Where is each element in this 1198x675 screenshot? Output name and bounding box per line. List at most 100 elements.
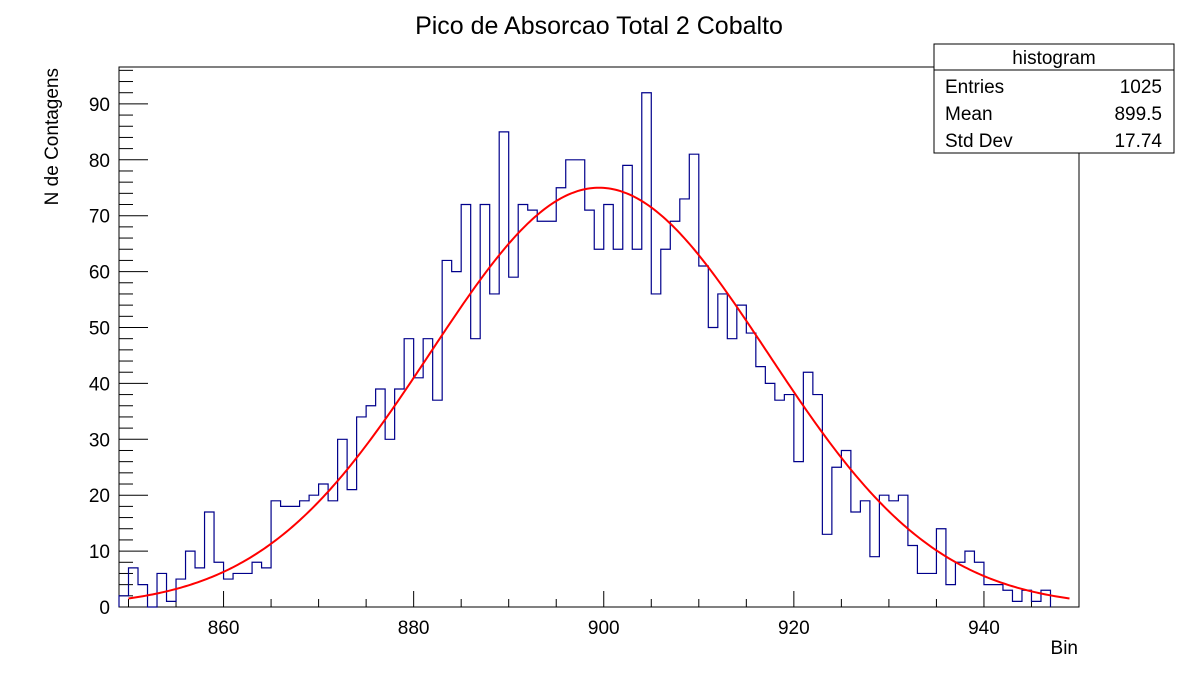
y-axis-label: N de Contagens — [42, 68, 63, 205]
histogram-bin — [338, 439, 348, 607]
histogram-bin — [176, 579, 186, 607]
histogram-bin — [1012, 601, 1022, 607]
histogram-series — [118, 92, 1052, 608]
y-tick-label: 90 — [89, 95, 110, 116]
y-tick-label: 50 — [89, 318, 110, 339]
histogram-bin — [414, 378, 424, 607]
histogram-bin — [661, 249, 671, 607]
histogram-bin — [262, 568, 272, 607]
stats-value: 1025 — [1120, 77, 1162, 98]
plot-frame — [118, 66, 1080, 608]
plot-area-border — [118, 66, 1080, 608]
histogram-bin — [984, 585, 994, 607]
histogram-bin — [214, 562, 224, 607]
histogram-bin — [528, 210, 538, 607]
histogram-bin — [385, 439, 395, 607]
histogram-bin — [594, 249, 604, 607]
histogram-bin — [765, 383, 775, 607]
histogram-bin — [281, 506, 291, 607]
histogram-bin — [832, 467, 842, 607]
histogram-bin — [480, 205, 490, 607]
gaussian-fit-series — [128, 186, 1070, 600]
histogram-bin — [955, 562, 965, 607]
x-tick-label: 860 — [208, 618, 240, 639]
histogram-bin — [490, 294, 500, 607]
x-tick-label: 920 — [778, 618, 810, 639]
histogram-bin — [423, 339, 433, 607]
histogram-bin — [195, 568, 205, 607]
stats-box-frame — [933, 43, 1175, 154]
y-tick-label: 80 — [89, 151, 110, 172]
histogram-bin — [433, 400, 443, 607]
histogram-bin — [205, 512, 215, 607]
stats-label: Entries — [945, 77, 1004, 98]
histogram-bin — [860, 501, 870, 607]
histogram-bin — [718, 294, 728, 607]
histogram-bin — [566, 160, 576, 607]
stats-box: histogram Entries 1025 Mean 899.5 Std Dev 17.7… — [933, 43, 1175, 154]
histogram-bin — [927, 573, 937, 607]
y-tick-label: 20 — [89, 486, 110, 507]
histogram-bin — [547, 221, 557, 607]
histogram-bin — [186, 551, 196, 607]
histogram-bin — [632, 249, 642, 607]
histogram-bin — [1003, 590, 1013, 607]
histogram-bin — [670, 221, 680, 607]
histogram-outline — [118, 92, 1052, 608]
histogram-bin — [1031, 601, 1041, 607]
stats-label: Std Dev — [945, 131, 1013, 152]
histogram-bin — [556, 188, 566, 607]
stats-box-title: histogram — [1012, 48, 1095, 69]
y-tick-label: 10 — [89, 542, 110, 563]
histogram-bin — [946, 585, 956, 607]
histogram-bin — [328, 501, 338, 607]
histogram-bin — [851, 512, 861, 607]
histogram-bin — [680, 199, 690, 607]
stats-value: 17.74 — [1114, 131, 1162, 152]
histogram-bin — [518, 205, 528, 607]
histogram-bin — [537, 221, 547, 607]
histogram-bin — [233, 573, 243, 607]
histogram-bin — [442, 260, 452, 607]
histogram-bin — [756, 367, 766, 607]
histogram-bin — [271, 501, 281, 607]
histogram-bin — [499, 132, 509, 607]
y-tick-label: 60 — [89, 263, 110, 284]
histogram-bin — [651, 294, 661, 607]
histogram-bin — [917, 573, 927, 607]
histogram-bin — [879, 495, 889, 607]
stats-label: Mean — [945, 104, 993, 125]
histogram-bin — [1041, 590, 1051, 607]
histogram-bin — [252, 562, 262, 607]
histogram-bin — [784, 395, 794, 607]
x-tick-label: 880 — [398, 618, 430, 639]
histogram-bin — [461, 205, 471, 607]
histogram-bin — [642, 93, 652, 607]
x-axis: 860 880 900 920 940 — [128, 591, 1080, 639]
histogram-bin — [727, 339, 737, 607]
y-tick-label: 30 — [89, 430, 110, 451]
y-tick-label: 70 — [89, 207, 110, 228]
y-axis: 0 10 20 30 40 50 60 70 80 90 — [89, 69, 148, 619]
histogram-bin — [746, 333, 756, 607]
histogram-bin — [775, 400, 785, 607]
histogram-bin — [908, 546, 918, 607]
histogram-bin — [309, 495, 319, 607]
histogram-bin — [119, 596, 129, 607]
histogram-bin — [452, 272, 462, 607]
histogram-bin — [224, 579, 234, 607]
fit-curve — [128, 186, 1070, 600]
histogram-bin — [993, 585, 1003, 607]
histogram-bin — [699, 266, 709, 607]
histogram-bin — [604, 205, 614, 607]
histogram-bin — [623, 165, 633, 607]
stats-value: 899.5 — [1114, 104, 1162, 125]
x-tick-label: 900 — [588, 618, 620, 639]
histogram-bin — [613, 249, 623, 607]
histogram-bin — [841, 450, 851, 607]
histogram-bin — [347, 490, 357, 607]
x-tick-label: 940 — [968, 618, 1000, 639]
histogram-bin — [471, 339, 481, 607]
histogram-bin — [936, 529, 946, 607]
